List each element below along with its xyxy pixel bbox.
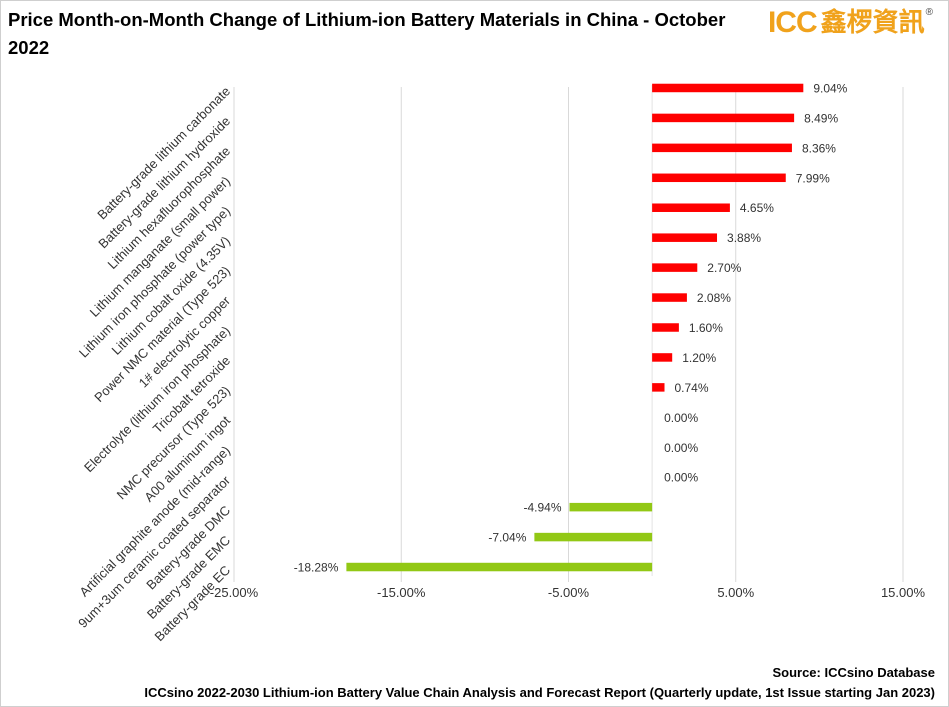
- bar: [652, 353, 673, 362]
- bar: [652, 83, 804, 93]
- bar: [652, 293, 687, 302]
- data-label: 8.49%: [804, 111, 838, 125]
- data-label: 1.20%: [682, 351, 716, 365]
- bar: [652, 263, 698, 272]
- data-label: -4.94%: [523, 501, 561, 515]
- icc-logo: ICC 鑫椤資訊 ®: [768, 6, 933, 40]
- data-label: 2.70%: [707, 261, 741, 275]
- bar: [652, 143, 792, 153]
- data-label: 7.99%: [796, 171, 830, 185]
- bar: [652, 113, 795, 123]
- data-label: 0.00%: [664, 441, 698, 455]
- bar: [534, 532, 653, 542]
- chart-title: Price Month-on-Month Change of Lithium-i…: [8, 9, 726, 58]
- report-note: ICCsino 2022-2030 Lithium-ion Battery Va…: [144, 685, 935, 700]
- x-tick-label: 5.00%: [717, 585, 754, 600]
- x-tick-label: -15.00%: [377, 585, 426, 600]
- x-tick-label: 15.00%: [881, 585, 926, 600]
- data-label: -18.28%: [294, 561, 339, 575]
- bar: [652, 323, 679, 332]
- bar: [652, 203, 730, 212]
- data-label: 0.00%: [664, 471, 698, 485]
- data-label: 2.08%: [697, 291, 731, 305]
- source-note: Source: ICCsino Database: [772, 665, 935, 680]
- data-label: 4.65%: [740, 201, 774, 215]
- x-tick-label: -5.00%: [548, 585, 590, 600]
- bar: [652, 173, 786, 183]
- data-label: 3.88%: [727, 231, 761, 245]
- bar: [652, 383, 665, 392]
- data-label: 0.00%: [664, 411, 698, 425]
- bar: [652, 233, 718, 242]
- data-label: 9.04%: [813, 81, 847, 95]
- logo-cjk-text: 鑫椤資訊: [820, 8, 925, 38]
- logo-latin-text: ICC: [767, 6, 818, 39]
- data-label: 0.74%: [675, 381, 709, 395]
- x-tick-label: -25.00%: [210, 585, 259, 600]
- registered-mark: ®: [925, 7, 933, 18]
- data-label: 1.60%: [689, 321, 723, 335]
- data-label: 8.36%: [802, 141, 836, 155]
- bar: [569, 502, 653, 512]
- data-label: -7.04%: [488, 531, 526, 545]
- bar: [346, 562, 653, 572]
